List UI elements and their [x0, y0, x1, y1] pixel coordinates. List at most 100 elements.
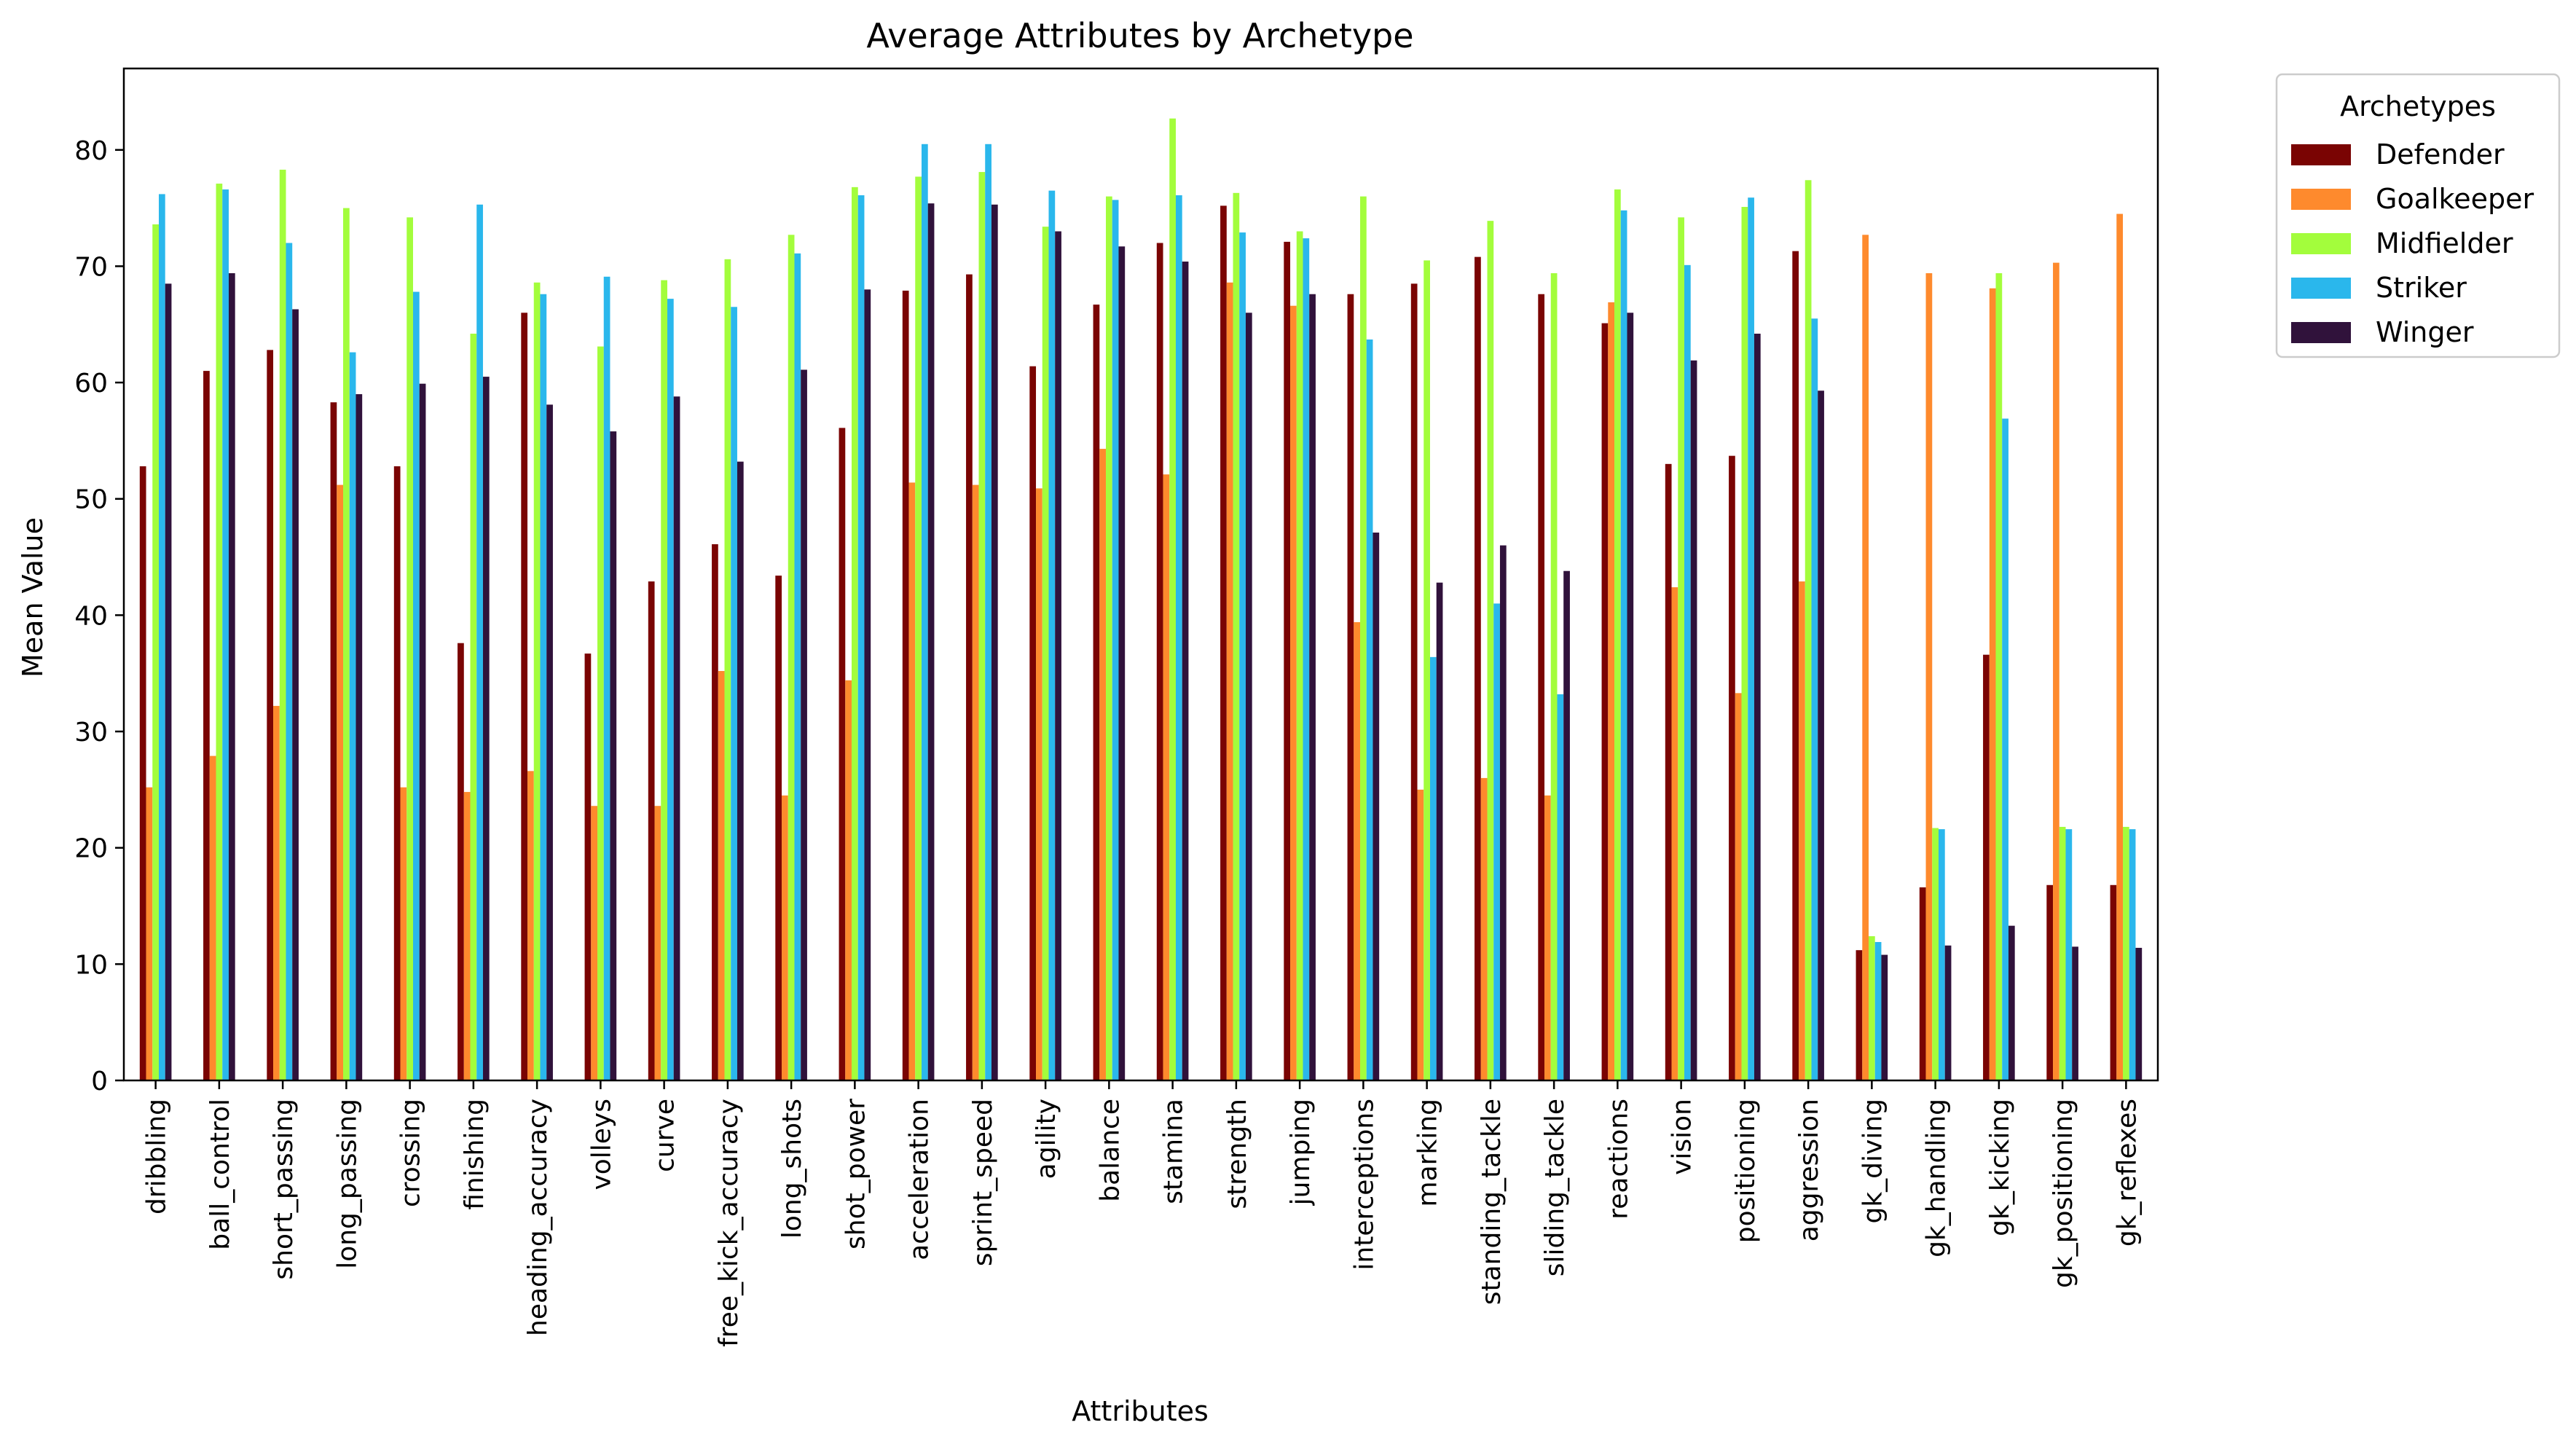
bar-winger-reactions [1627, 313, 1634, 1080]
bar-striker-finishing [476, 204, 483, 1080]
bar-goalkeeper-standing_tackle [1480, 777, 1488, 1080]
bar-defender-heading_accuracy [521, 313, 528, 1080]
legend-label: Goalkeeper [2376, 183, 2534, 215]
bar-striker-gk_diving [1874, 942, 1882, 1080]
plot-frame [122, 67, 2159, 1082]
bar-defender-gk_positioning [2046, 884, 2054, 1080]
bar-defender-interceptions [1347, 294, 1354, 1081]
bar-striker-gk_reflexes [2129, 829, 2136, 1080]
bar-winger-heading_accuracy [546, 404, 553, 1080]
bar-defender-strength [1220, 205, 1227, 1080]
bar-striker-gk_handling [1938, 829, 1945, 1080]
y-tick-label: 20 [74, 834, 108, 864]
bar-midfielder-gk_positioning [2059, 826, 2066, 1080]
bar-defender-long_passing [330, 402, 337, 1080]
bar-goalkeeper-gk_positioning [2053, 262, 2059, 1080]
bar-midfielder-volleys [597, 346, 604, 1081]
bar-midfielder-crossing [407, 217, 413, 1080]
bar-winger-gk_handling [1944, 945, 1952, 1080]
x-tick-label: shot_power [841, 1099, 871, 1249]
bar-defender-sliding_tackle [1538, 294, 1545, 1081]
bar-striker-gk_positioning [2065, 829, 2073, 1080]
bar-striker-volleys [603, 276, 610, 1080]
bar-midfielder-dribbling [152, 224, 159, 1081]
bar-goalkeeper-heading_accuracy [527, 771, 534, 1080]
x-tick-label: vision [1668, 1099, 1697, 1175]
bar-defender-reactions [1601, 323, 1609, 1080]
bar-goalkeeper-marking [1417, 789, 1424, 1080]
bar-striker-crossing [412, 291, 420, 1080]
y-tick-label: 70 [74, 252, 108, 282]
legend-label: Striker [2376, 272, 2467, 304]
legend-swatch [2291, 144, 2351, 165]
x-axis-label: Attributes [1072, 1395, 1209, 1427]
bar-winger-balance [1118, 246, 1126, 1080]
bar-goalkeeper-ball_control [209, 756, 216, 1080]
series-goalkeeper [146, 213, 2124, 1081]
x-tick-label: finishing [460, 1099, 490, 1210]
bar-midfielder-marking [1424, 260, 1430, 1081]
bar-winger-sprint_speed [991, 204, 998, 1080]
bar-winger-agility [1055, 231, 1061, 1080]
x-tick-label: gk_reflexes [2112, 1099, 2142, 1247]
bar-midfielder-free_kick_accuracy [724, 259, 731, 1081]
bar-winger-acceleration [927, 203, 935, 1081]
bar-striker-shot_power [857, 195, 865, 1080]
bar-goalkeeper-sliding_tackle [1544, 795, 1551, 1080]
bar-winger-marking [1436, 582, 1443, 1080]
bar-midfielder-gk_kicking [1995, 272, 2003, 1080]
bar-goalkeeper-shot_power [845, 680, 852, 1080]
y-tick-label: 40 [74, 601, 108, 631]
bar-goalkeeper-sprint_speed [972, 484, 979, 1080]
bar-midfielder-balance [1106, 196, 1112, 1080]
bar-goalkeeper-free_kick_accuracy [718, 671, 725, 1080]
bar-defender-volleys [584, 654, 592, 1080]
bar-goalkeeper-stamina [1163, 474, 1170, 1080]
bar-striker-sprint_speed [985, 144, 991, 1080]
axes-layer: 0 10 20 30 40 50 60 70 80 dribbling ball_control sh… [74, 67, 2159, 1347]
bar-goalkeeper-strength [1226, 282, 1233, 1080]
legend-item-goalkeeper: Goalkeeper [2291, 183, 2534, 215]
bar-goalkeeper-crossing [400, 787, 407, 1080]
bar-winger-strength [1245, 313, 1252, 1080]
y-tick-label: 80 [74, 136, 108, 166]
x-tick-label: strength [1222, 1099, 1252, 1209]
bar-midfielder-gk_handling [1932, 828, 1939, 1080]
bar-defender-jumping [1284, 241, 1291, 1080]
bar-defender-positioning [1729, 455, 1735, 1080]
bar-goalkeeper-gk_handling [1925, 272, 1933, 1080]
legend-swatch [2291, 233, 2351, 254]
legend-label: Defender [2376, 138, 2505, 170]
bar-defender-crossing [393, 466, 401, 1080]
bar-defender-balance [1093, 305, 1100, 1081]
bar-goalkeeper-positioning [1735, 693, 1742, 1080]
bar-defender-finishing [458, 643, 464, 1080]
bar-winger-interceptions [1373, 533, 1380, 1080]
legend-label: Midfielder [2376, 227, 2513, 259]
bar-defender-standing_tackle [1474, 256, 1481, 1080]
x-tick-label: positioning [1731, 1099, 1761, 1243]
x-tick-label: gk_diving [1858, 1099, 1888, 1224]
bar-goalkeeper-curve [654, 806, 661, 1080]
bar-midfielder-agility [1042, 227, 1049, 1080]
legend-item-midfielder: Midfielder [2291, 227, 2513, 259]
bar-goalkeeper-balance [1099, 449, 1107, 1080]
bar-midfielder-positioning [1741, 206, 1748, 1080]
bar-defender-vision [1665, 463, 1672, 1080]
bar-midfielder-strength [1233, 192, 1240, 1081]
bar-striker-aggression [1811, 318, 1818, 1080]
bar-winger-stamina [1182, 262, 1189, 1080]
bar-midfielder-aggression [1805, 180, 1812, 1080]
bar-midfielder-reactions [1614, 189, 1621, 1080]
x-tick-label: volleys [586, 1099, 616, 1190]
x-tick-label: interceptions [1349, 1099, 1379, 1271]
y-tick-label: 60 [74, 369, 108, 399]
y-tick-label: 50 [74, 485, 108, 515]
bar-goalkeeper-interceptions [1354, 621, 1361, 1080]
bar-striker-stamina [1175, 195, 1182, 1080]
bar-winger-vision [1690, 360, 1697, 1081]
bar-goalkeeper-short_passing [273, 705, 280, 1080]
x-tick-label: dribbling [142, 1099, 172, 1214]
bar-midfielder-long_shots [788, 235, 795, 1080]
bar-winger-long_shots [801, 369, 807, 1080]
